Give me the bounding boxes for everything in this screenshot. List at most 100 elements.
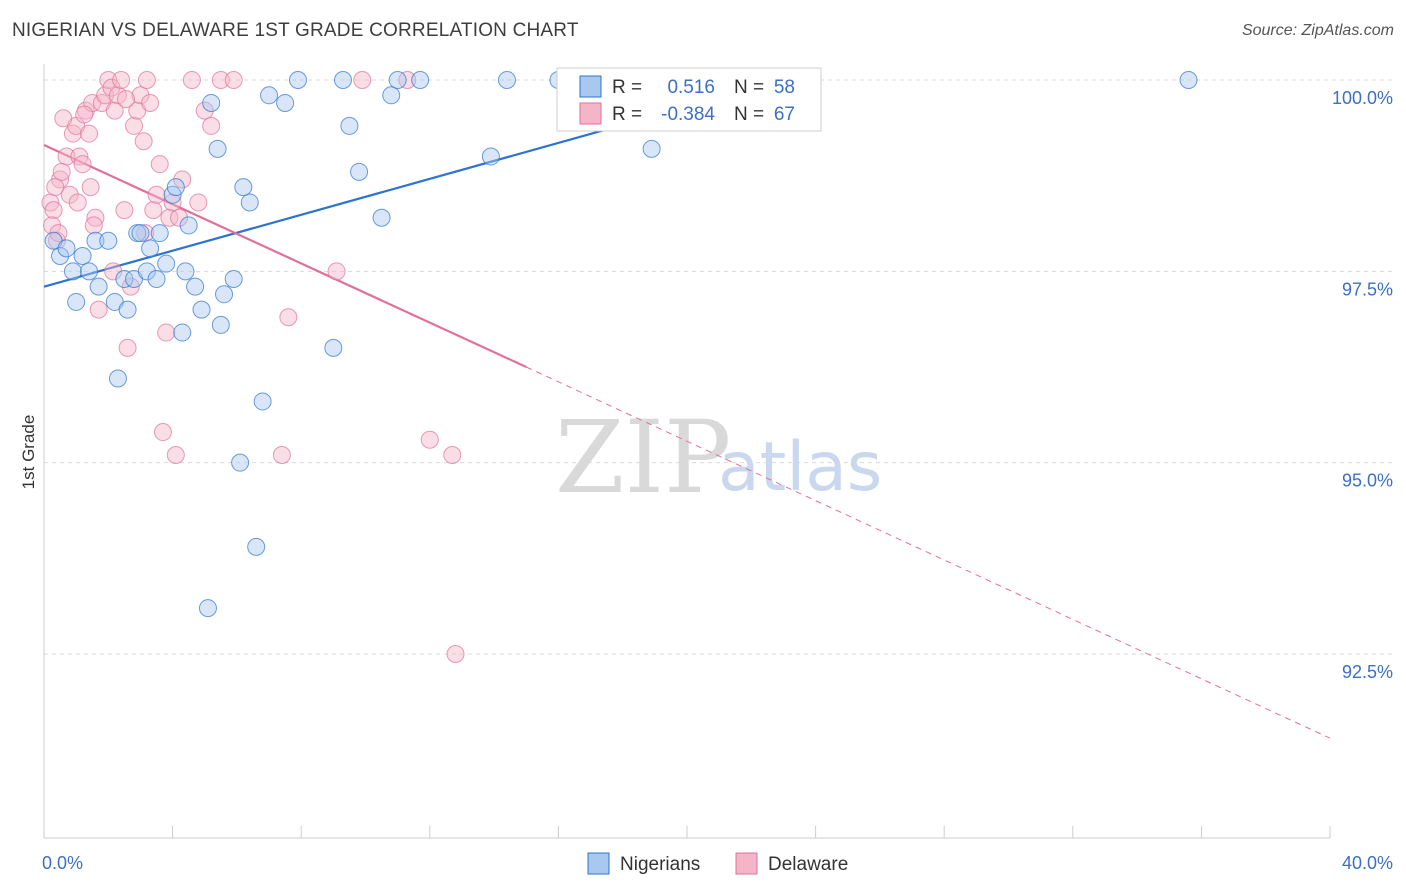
watermark: ZIP atlas xyxy=(555,399,882,516)
delaware-point xyxy=(141,93,160,112)
nigerians-point xyxy=(276,93,295,112)
nigerians-point xyxy=(202,93,221,112)
delaware-point xyxy=(150,155,169,174)
delaware-point xyxy=(160,208,179,227)
nigerians-point xyxy=(51,247,70,266)
delaware-point xyxy=(54,109,73,128)
nigerians-point xyxy=(481,147,500,166)
y-tick-label: 97.5% xyxy=(1342,279,1393,299)
nigerians-point xyxy=(176,262,195,281)
delaware-point xyxy=(73,155,92,174)
nigerians-point xyxy=(497,71,516,89)
nigerians-point xyxy=(67,292,86,311)
delaware-point xyxy=(116,90,135,109)
legend-label-nigerians: Nigerians xyxy=(620,854,700,875)
delaware-point xyxy=(211,71,230,89)
nigerians-point xyxy=(141,239,160,258)
delaware-trendline xyxy=(526,366,1331,739)
watermark-atlas: atlas xyxy=(718,428,882,507)
nigerians-point xyxy=(350,162,369,181)
nigerians-point xyxy=(1179,71,1198,89)
delaware-point xyxy=(125,116,144,135)
stats-r-value-blue: 0.516 xyxy=(667,77,715,98)
stats-n-label-blue: N = xyxy=(734,77,764,98)
delaware-point xyxy=(163,193,182,212)
delaware-point xyxy=(84,216,103,235)
delaware-point xyxy=(115,201,134,220)
delaware-point xyxy=(112,71,131,89)
nigerians-point xyxy=(288,71,307,89)
nigerians-point xyxy=(198,599,217,618)
x-tick-label: 0.0% xyxy=(42,853,83,873)
delaware-point xyxy=(46,178,65,197)
delaware-point xyxy=(189,193,208,212)
nigerians-point xyxy=(224,269,243,288)
delaware-trendline xyxy=(43,144,527,368)
nigerians-point xyxy=(388,71,407,89)
delaware-point xyxy=(398,71,417,89)
stats-n-value-pink: 67 xyxy=(774,104,795,125)
delaware-point xyxy=(134,132,153,151)
nigerians-points xyxy=(44,71,1198,618)
delaware-point xyxy=(353,71,372,89)
delaware-point xyxy=(147,185,166,204)
nigerians-point xyxy=(157,254,176,273)
delaware-point xyxy=(327,262,346,281)
delaware-point xyxy=(144,201,163,220)
nigerians-point xyxy=(231,453,250,472)
nigerians-point xyxy=(179,216,198,235)
delaware-point xyxy=(43,216,62,235)
y-tick-labels: 100.0% 97.5% 95.0% 92.5% xyxy=(1332,88,1393,682)
delaware-point xyxy=(44,201,63,220)
x-tick-label: 40.0% xyxy=(1342,853,1393,873)
nigerians-point xyxy=(208,139,227,158)
nigerians-point xyxy=(324,338,343,357)
y-axis-title: 1st Grade xyxy=(19,415,38,490)
nigerians-point xyxy=(115,269,134,288)
delaware-point xyxy=(272,446,291,465)
delaware-point xyxy=(420,430,439,449)
delaware-point xyxy=(202,116,221,135)
chart-title: NIGERIAN VS DELAWARE 1ST GRADE CORRELATI… xyxy=(12,20,579,41)
nigerians-point xyxy=(108,369,127,388)
delaware-point xyxy=(443,446,462,465)
x-tick-labels: 0.0% 40.0% xyxy=(42,853,1393,873)
nigerians-point xyxy=(382,86,401,105)
watermark-zip: ZIP xyxy=(555,399,731,516)
delaware-point xyxy=(68,193,87,212)
nigerians-point xyxy=(86,231,105,250)
nigerians-point xyxy=(118,300,137,319)
delaware-point xyxy=(173,170,192,189)
nigerians-point xyxy=(166,178,185,197)
nigerians-point xyxy=(240,193,259,212)
nigerians-point xyxy=(73,247,92,266)
nigerians-point xyxy=(215,285,234,304)
nigerians-point xyxy=(150,224,169,243)
nigerians-point xyxy=(63,262,82,281)
stats-swatch-pink xyxy=(579,102,602,125)
bottom-legend: Nigerians Delaware xyxy=(587,852,848,875)
nigerians-point xyxy=(253,392,272,411)
stats-legend-box: R = 0.516 N = 58 R = -0.384 N = 67 xyxy=(556,67,822,132)
delaware-point xyxy=(224,71,243,89)
nigerians-point xyxy=(137,262,156,281)
nigerians-point xyxy=(340,116,359,135)
delaware-points xyxy=(41,71,465,663)
gridlines xyxy=(44,79,1394,655)
nigerians-point xyxy=(333,71,352,89)
stats-n-label-pink: N = xyxy=(734,104,764,125)
nigerians-point xyxy=(99,231,118,250)
nigerians-point xyxy=(192,300,211,319)
nigerians-point xyxy=(260,86,279,105)
nigerians-point xyxy=(211,315,230,334)
delaware-point xyxy=(153,423,172,442)
delaware-point xyxy=(446,645,465,663)
legend-label-delaware: Delaware xyxy=(768,854,848,875)
stats-n-value-blue: 58 xyxy=(774,77,795,98)
axes xyxy=(43,64,1331,839)
y-tick-label: 95.0% xyxy=(1342,471,1393,491)
nigerians-point xyxy=(234,178,253,197)
y-tick-label: 92.5% xyxy=(1342,662,1393,682)
nigerians-point xyxy=(57,239,76,258)
